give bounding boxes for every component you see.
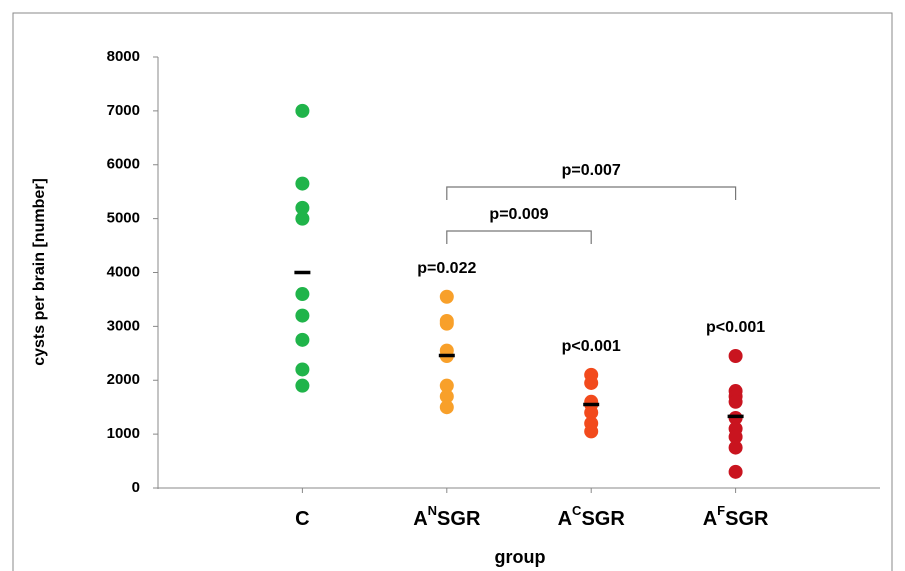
dot: [728, 464, 743, 479]
dot: [439, 289, 454, 304]
x-tick-label: C: [295, 508, 309, 530]
dot: [728, 349, 743, 364]
y-tick-label: 4000: [107, 263, 140, 280]
x-tick-label-part: A: [703, 508, 717, 530]
dot: [439, 389, 454, 404]
x-tick-label: ANSGR: [413, 503, 481, 530]
y-tick-label: 1000: [107, 425, 140, 442]
dot: [584, 424, 599, 439]
annotation: p<0.001: [706, 319, 765, 336]
x-tick-label: AFSGR: [703, 503, 769, 530]
bracket-label: p=0.007: [562, 162, 621, 179]
x-tick-label-sup: N: [428, 503, 437, 518]
x-tick-label-sup: C: [572, 503, 582, 518]
dot: [439, 400, 454, 415]
dot: [584, 375, 599, 390]
dot: [295, 103, 310, 118]
x-tick-label-sup: F: [717, 503, 725, 518]
x-tick-label-part: A: [558, 508, 572, 530]
dot: [439, 378, 454, 393]
dot: [295, 332, 310, 347]
dot: [295, 200, 310, 215]
dot: [728, 394, 743, 409]
x-tick-label-part: SGR: [725, 508, 769, 530]
y-tick-label: 3000: [107, 317, 140, 334]
x-tick-label-part: SGR: [581, 508, 625, 530]
frame: [12, 12, 893, 571]
y-tick-label: 7000: [107, 102, 140, 119]
dot: [584, 405, 599, 420]
dot: [295, 308, 310, 323]
y-axis-title: cysts per brain [number]: [31, 178, 48, 366]
dot: [439, 316, 454, 331]
bracket: [446, 230, 592, 244]
annotation: p=0.022: [417, 260, 476, 277]
bracket-label: p=0.009: [489, 206, 548, 223]
x-tick-label-part: A: [413, 508, 427, 530]
y-tick-label: 0: [132, 479, 140, 496]
dot: [295, 211, 310, 226]
dot: [295, 378, 310, 393]
x-tick-label: ACSGR: [558, 503, 626, 530]
y-tick-label: 2000: [107, 371, 140, 388]
bracket: [446, 186, 737, 200]
x-axis-title: group: [495, 547, 546, 567]
y-tick-label: 8000: [107, 48, 140, 65]
x-tick-label-part: SGR: [437, 508, 481, 530]
dot: [728, 429, 743, 444]
dot: [728, 440, 743, 455]
y-tick-label: 6000: [107, 156, 140, 173]
x-tick-label-part: C: [295, 508, 309, 530]
dot: [295, 287, 310, 302]
annotation: p<0.001: [562, 338, 621, 355]
dot: [295, 176, 310, 191]
dot: [295, 362, 310, 377]
y-tick-label: 5000: [107, 210, 140, 227]
